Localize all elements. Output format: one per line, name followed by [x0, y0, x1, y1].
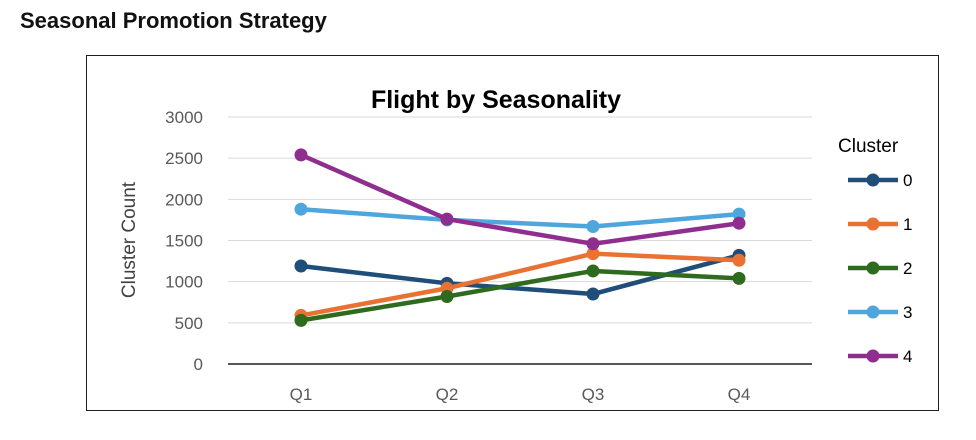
data-point-3 [586, 220, 600, 234]
legend-label-4: 4 [903, 347, 912, 366]
data-point-0 [586, 287, 600, 301]
data-point-2 [732, 271, 746, 285]
x-tick-label: Q4 [728, 385, 751, 404]
data-point-0 [294, 259, 308, 273]
y-tick-label: 2000 [165, 190, 203, 209]
x-tick-label: Q3 [582, 385, 605, 404]
data-point-4 [440, 212, 454, 226]
y-axis-label: Cluster Count [119, 181, 140, 298]
data-point-4 [294, 148, 308, 162]
series-line-4 [298, 152, 742, 247]
legend-label-0: 0 [903, 171, 912, 190]
y-tick-label: 500 [175, 314, 203, 333]
y-tick-label: 1000 [165, 273, 203, 292]
legend-marker-4 [866, 349, 880, 363]
legend-marker-1 [866, 217, 880, 231]
data-point-4 [732, 216, 746, 230]
axes: 0 500 1000 1500 2000 2500 3000 Q1 Q2 Q3 Q4 [165, 108, 812, 404]
page-title: Seasonal Promotion Strategy [20, 8, 327, 33]
legend-marker-3 [866, 305, 880, 319]
data-point-2 [440, 289, 454, 303]
y-tick-label: 0 [194, 355, 203, 374]
series-lines [294, 148, 746, 327]
y-tick-label: 1500 [165, 232, 203, 251]
series-line-2 [298, 268, 742, 323]
chart-title: Flight by Seasonality [371, 86, 621, 114]
legend-title: Cluster [838, 136, 899, 157]
data-point-3 [732, 207, 746, 221]
gridlines [228, 116, 812, 324]
data-point-1 [586, 247, 600, 261]
data-point-2 [294, 313, 308, 327]
data-point-4 [586, 237, 600, 251]
legend-label-1: 1 [903, 215, 912, 234]
legend-label-3: 3 [903, 303, 912, 322]
data-point-3 [294, 202, 308, 216]
data-point-1 [732, 253, 746, 267]
chart-frame [86, 55, 939, 411]
data-point-2 [586, 264, 600, 278]
y-tick-label: 2500 [165, 149, 203, 168]
x-tick-label: Q1 [290, 385, 313, 404]
legend-marker-2 [866, 261, 880, 275]
y-tick-label: 3000 [165, 108, 203, 127]
series-line-1 [298, 251, 742, 318]
legend-marker-0 [866, 173, 880, 187]
x-tick-label: Q2 [436, 385, 459, 404]
series-line-3 [298, 206, 742, 229]
legend-label-2: 2 [903, 259, 912, 278]
